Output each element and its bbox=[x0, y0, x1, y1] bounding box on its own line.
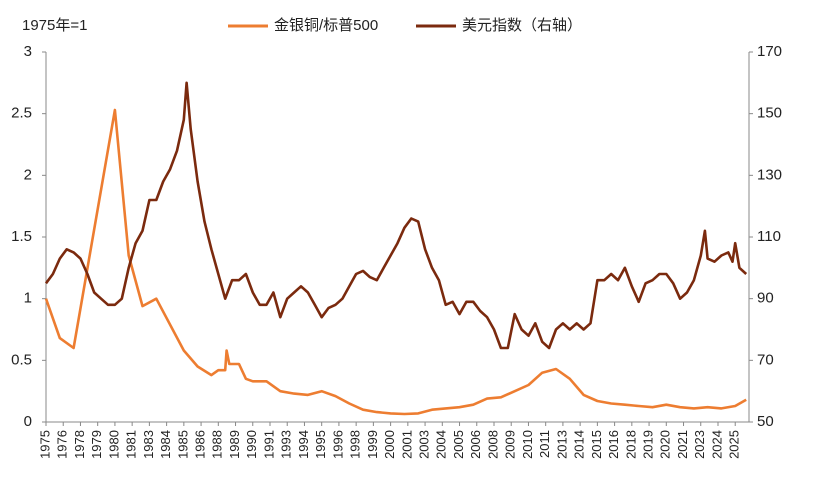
x-tick-label: 2024 bbox=[709, 430, 724, 459]
x-tick-label: 1998 bbox=[348, 430, 363, 459]
x-tick-label: 1983 bbox=[141, 430, 156, 459]
x-tick-label: 1994 bbox=[296, 430, 311, 459]
legend-label: 金银铜/标普500 bbox=[274, 17, 378, 34]
x-tick-label: 2018 bbox=[623, 430, 638, 459]
y-tick-label: 2.5 bbox=[11, 105, 32, 122]
x-tick-label: 2006 bbox=[468, 430, 483, 459]
x-tick-label: 2011 bbox=[537, 430, 552, 458]
x-tick-label: 1981 bbox=[124, 430, 139, 459]
x-tick-label: 1991 bbox=[261, 430, 276, 459]
x-tick-label: 2023 bbox=[692, 430, 707, 459]
legend-label: 美元指数（右轴） bbox=[462, 17, 582, 34]
y2-tick-label: 50 bbox=[757, 413, 774, 430]
y-axis-label: 1975年=1 bbox=[22, 17, 87, 34]
x-tick-label: 2008 bbox=[485, 430, 500, 459]
y-tick-label: 2 bbox=[24, 166, 32, 183]
x-tick-label: 2025 bbox=[727, 430, 742, 459]
x-tick-label: 2020 bbox=[658, 430, 673, 459]
x-tick-label: 2015 bbox=[589, 430, 604, 459]
y-tick-label: 1 bbox=[24, 290, 32, 307]
y-tick-label: 1.5 bbox=[11, 228, 32, 245]
x-tick-label: 2003 bbox=[417, 430, 432, 459]
x-tick-label: 1996 bbox=[330, 430, 345, 459]
y-tick-label: 0 bbox=[24, 413, 32, 430]
x-tick-label: 1980 bbox=[106, 430, 121, 459]
x-tick-label: 2014 bbox=[572, 430, 587, 459]
x-tick-label: 2009 bbox=[503, 430, 518, 459]
x-tick-label: 1999 bbox=[365, 430, 380, 459]
y2-tick-label: 150 bbox=[757, 105, 782, 122]
x-tick-label: 1989 bbox=[227, 430, 242, 459]
x-tick-label: 1984 bbox=[158, 430, 173, 459]
x-tick-label: 2005 bbox=[451, 430, 466, 459]
x-tick-label: 2010 bbox=[520, 430, 535, 459]
series-line bbox=[44, 81, 748, 350]
x-tick-label: 2001 bbox=[399, 430, 414, 459]
x-tick-label: 2000 bbox=[382, 430, 397, 459]
x-tick-label: 1990 bbox=[244, 430, 259, 459]
x-tick-label: 2021 bbox=[675, 430, 690, 459]
x-tick-label: 2004 bbox=[434, 430, 449, 459]
x-tick-label: 1993 bbox=[279, 430, 294, 459]
x-tick-label: 1986 bbox=[193, 430, 208, 459]
x-tick-label: 1976 bbox=[55, 430, 70, 459]
x-tick-label: 1975 bbox=[37, 430, 52, 459]
y-tick-label: 3 bbox=[24, 43, 32, 60]
x-tick-label: 1988 bbox=[210, 430, 225, 459]
x-tick-label: 1979 bbox=[89, 430, 104, 459]
x-tick-label: 1985 bbox=[175, 430, 190, 459]
x-tick-label: 2019 bbox=[641, 430, 656, 459]
y2-tick-label: 110 bbox=[757, 228, 781, 245]
y2-tick-label: 170 bbox=[757, 43, 782, 60]
x-tick-label: 1978 bbox=[72, 430, 87, 459]
series-line bbox=[44, 108, 747, 416]
y2-tick-label: 90 bbox=[757, 290, 774, 307]
y-tick-label: 0.5 bbox=[11, 351, 32, 368]
x-tick-label: 2013 bbox=[554, 430, 569, 459]
x-tick-label: 1995 bbox=[313, 430, 328, 459]
x-tick-label: 2016 bbox=[606, 430, 621, 459]
y2-tick-label: 70 bbox=[757, 351, 774, 368]
y2-tick-label: 130 bbox=[757, 166, 782, 183]
